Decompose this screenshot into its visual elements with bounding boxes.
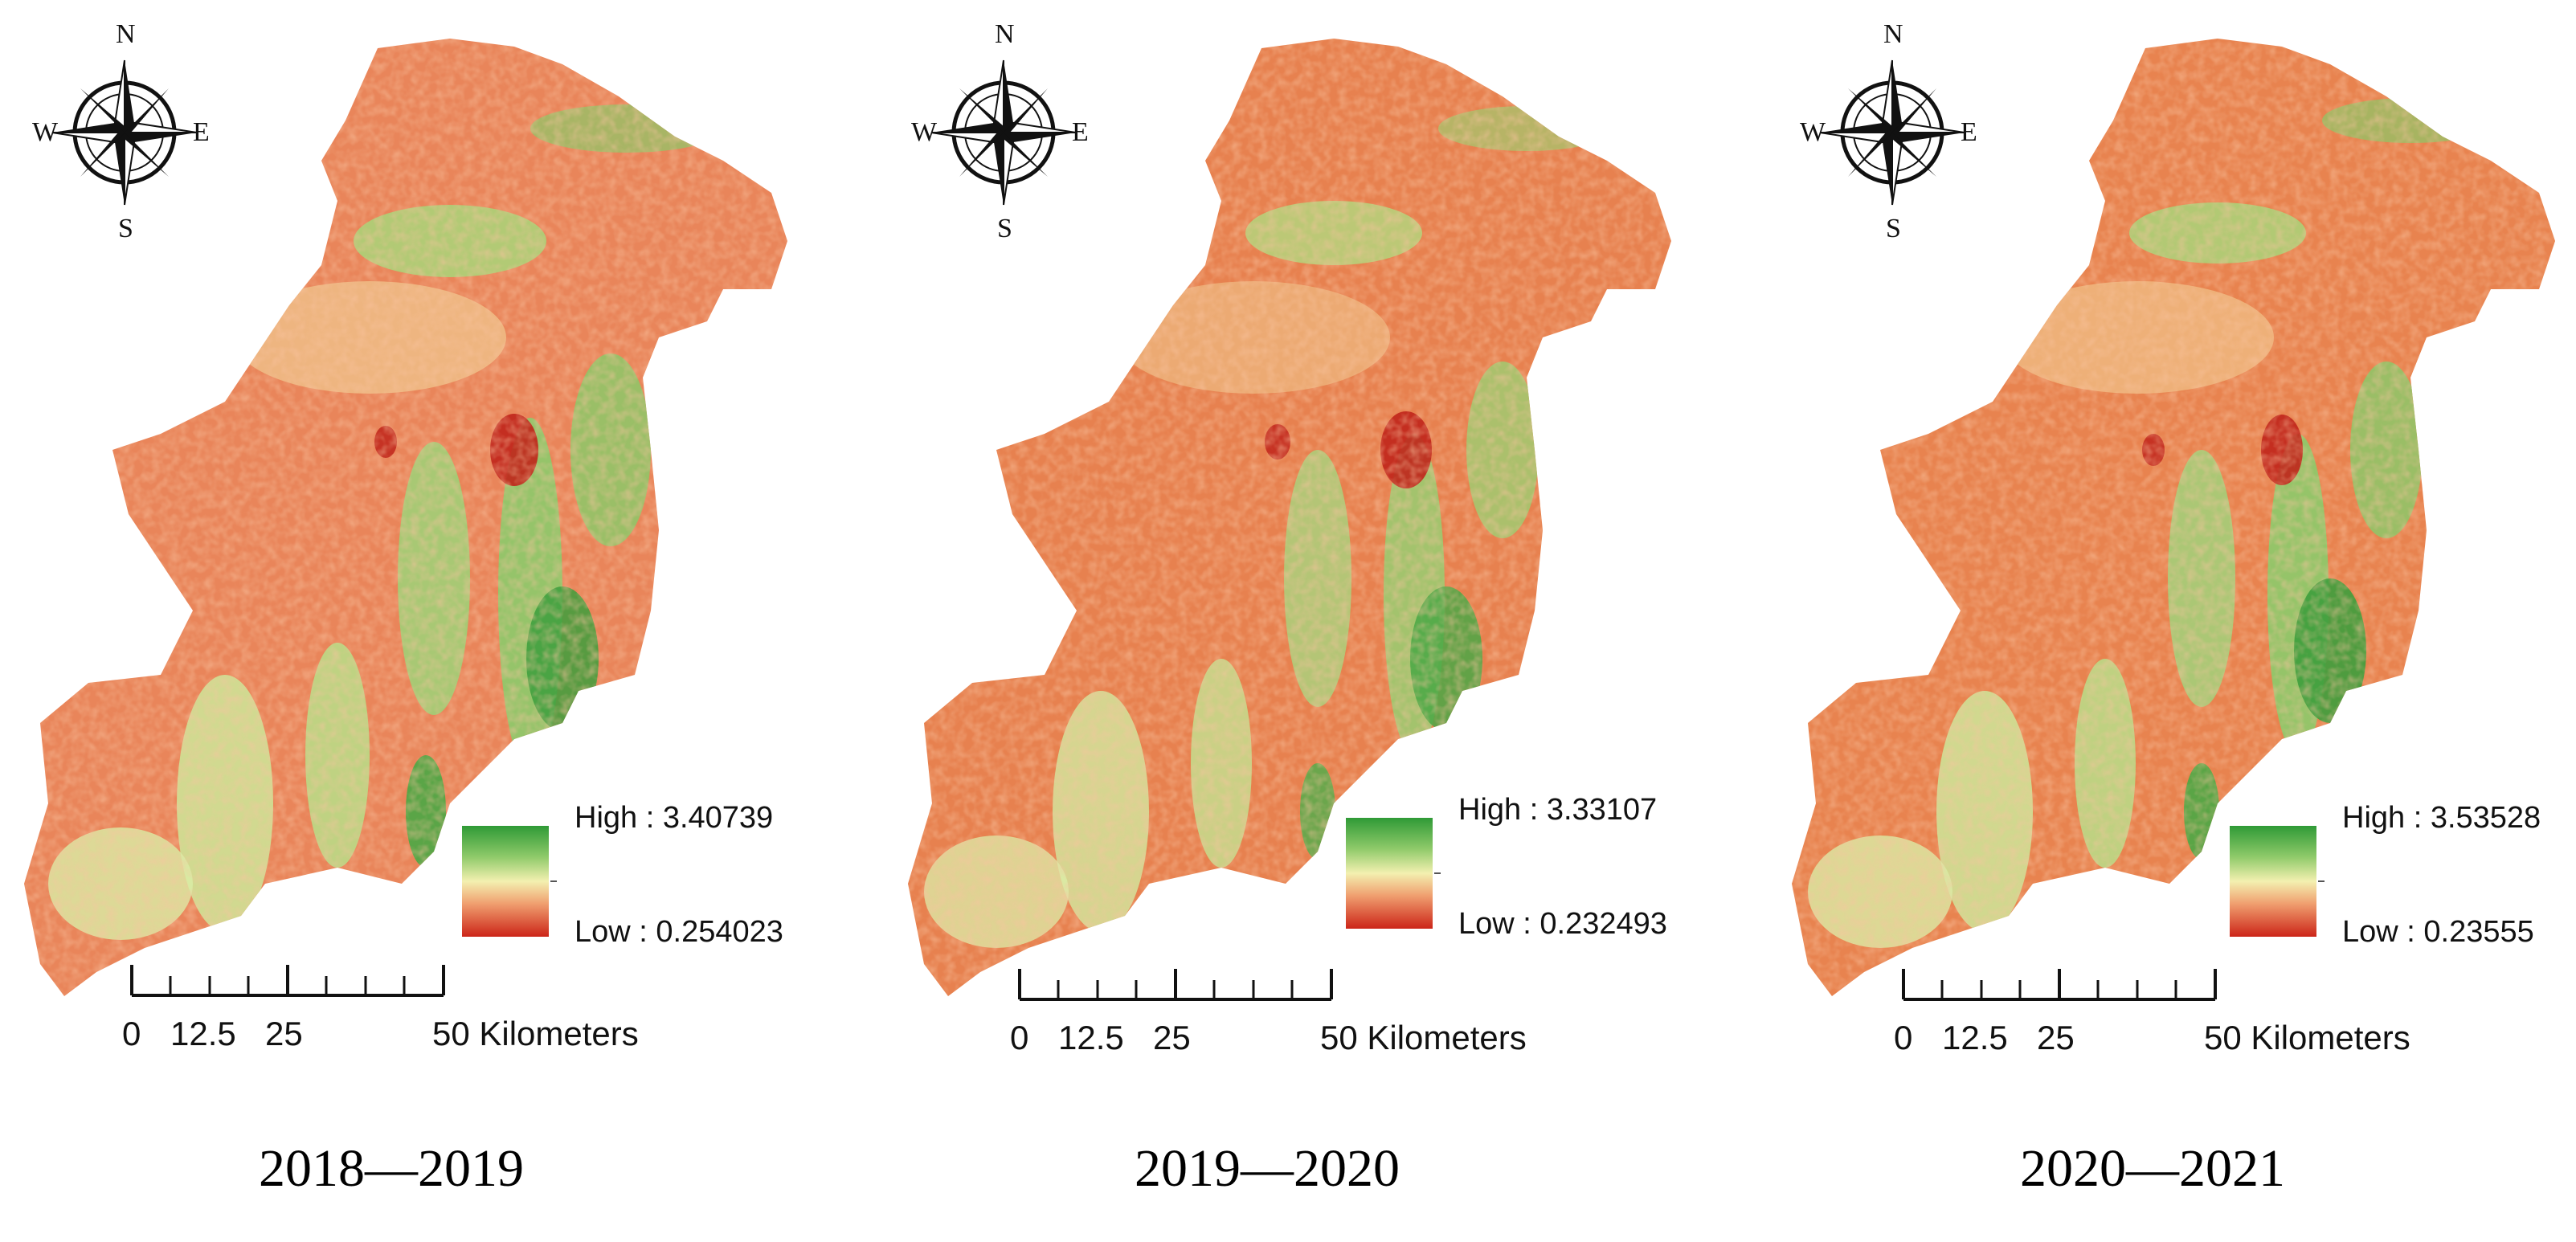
period-label: 2020—2021	[2020, 1139, 2285, 1198]
compass-s: S	[997, 214, 1012, 243]
legend: High : 3.53528 Low : 0.23555	[2230, 795, 2576, 956]
compass-s: S	[1886, 214, 1901, 243]
compass-n: N	[995, 19, 1015, 49]
scale-label-50-km: 50 Kilometers	[432, 1015, 639, 1052]
legend-mid-tick	[1434, 872, 1441, 874]
period-label: 2018—2019	[259, 1139, 524, 1198]
legend-high-label: High : 3.33107	[1458, 793, 1658, 827]
legend-high-label: High : 3.53528	[2342, 801, 2541, 835]
compass-e: E	[1961, 117, 1977, 147]
legend-color-ramp	[462, 826, 549, 937]
scale-label-12-5: 12.5	[170, 1015, 236, 1052]
compass-s: S	[118, 214, 133, 243]
scale-label-0: 0	[1894, 1019, 1913, 1056]
north-arrow: N S E W	[911, 19, 1096, 243]
compass-rose-icon	[930, 59, 1077, 206]
scale-label-25: 25	[2037, 1019, 2075, 1056]
compass-e: E	[193, 117, 210, 147]
compass-w: W	[32, 117, 59, 147]
period-label: 2019—2020	[1135, 1139, 1400, 1198]
scale-label-50-km: 50 Kilometers	[1320, 1019, 1527, 1056]
compass-n: N	[116, 19, 136, 49]
compass-e: E	[1072, 117, 1089, 147]
scale-bar-ruler	[130, 965, 445, 997]
legend-color-ramp	[2230, 826, 2316, 937]
compass-w: W	[1800, 117, 1826, 147]
legend: High : 3.33107 Low : 0.232493	[1346, 787, 1748, 948]
scale-bar: 0 12.5 25 50 Kilometers	[1010, 964, 1579, 1068]
legend: High : 3.40739 Low : 0.254023	[462, 795, 864, 956]
north-arrow: N S E W	[32, 19, 217, 243]
legend-mid-tick	[2318, 880, 2325, 882]
region-map	[24, 39, 787, 996]
legend-mid-tick	[550, 880, 557, 882]
legend-color-ramp	[1346, 818, 1433, 929]
scale-bar: 0 12.5 25 50 Kilometers	[122, 960, 691, 1064]
map-panel-2018-2019: N S E W High : 3.40739 Low : 0.254023	[0, 0, 884, 1242]
compass-rose-icon	[51, 59, 198, 206]
north-arrow: N S E W	[1800, 19, 1985, 243]
scale-label-25: 25	[265, 1015, 303, 1052]
legend-high-label: High : 3.40739	[574, 801, 774, 835]
map-panel-2020-2021: N S E W High : 3.53528 Low : 0.23555	[1768, 0, 2576, 1242]
compass-n: N	[1883, 19, 1903, 49]
scale-label-25: 25	[1153, 1019, 1191, 1056]
legend-low-label: Low : 0.23555	[2342, 915, 2534, 949]
scale-bar: 0 12.5 25 50 Kilometers	[1894, 964, 2463, 1068]
scale-bar-ruler	[1018, 969, 1333, 1001]
compass-w: W	[911, 117, 938, 147]
compass-rose-icon	[1819, 59, 1965, 206]
map-panel-2019-2020: N S E W High : 3.33107 Low : 0.232493	[884, 0, 1768, 1242]
region-map	[1792, 39, 2555, 996]
scale-label-12-5: 12.5	[1058, 1019, 1124, 1056]
scale-label-0: 0	[122, 1015, 141, 1052]
legend-low-label: Low : 0.254023	[574, 915, 783, 949]
legend-low-label: Low : 0.232493	[1458, 907, 1667, 941]
scale-label-0: 0	[1010, 1019, 1029, 1056]
scale-label-50-km: 50 Kilometers	[2204, 1019, 2410, 1056]
region-map	[908, 39, 1671, 996]
scale-bar-ruler	[1902, 969, 2217, 1001]
raster-layer	[1792, 39, 2555, 996]
scale-label-12-5: 12.5	[1942, 1019, 2008, 1056]
